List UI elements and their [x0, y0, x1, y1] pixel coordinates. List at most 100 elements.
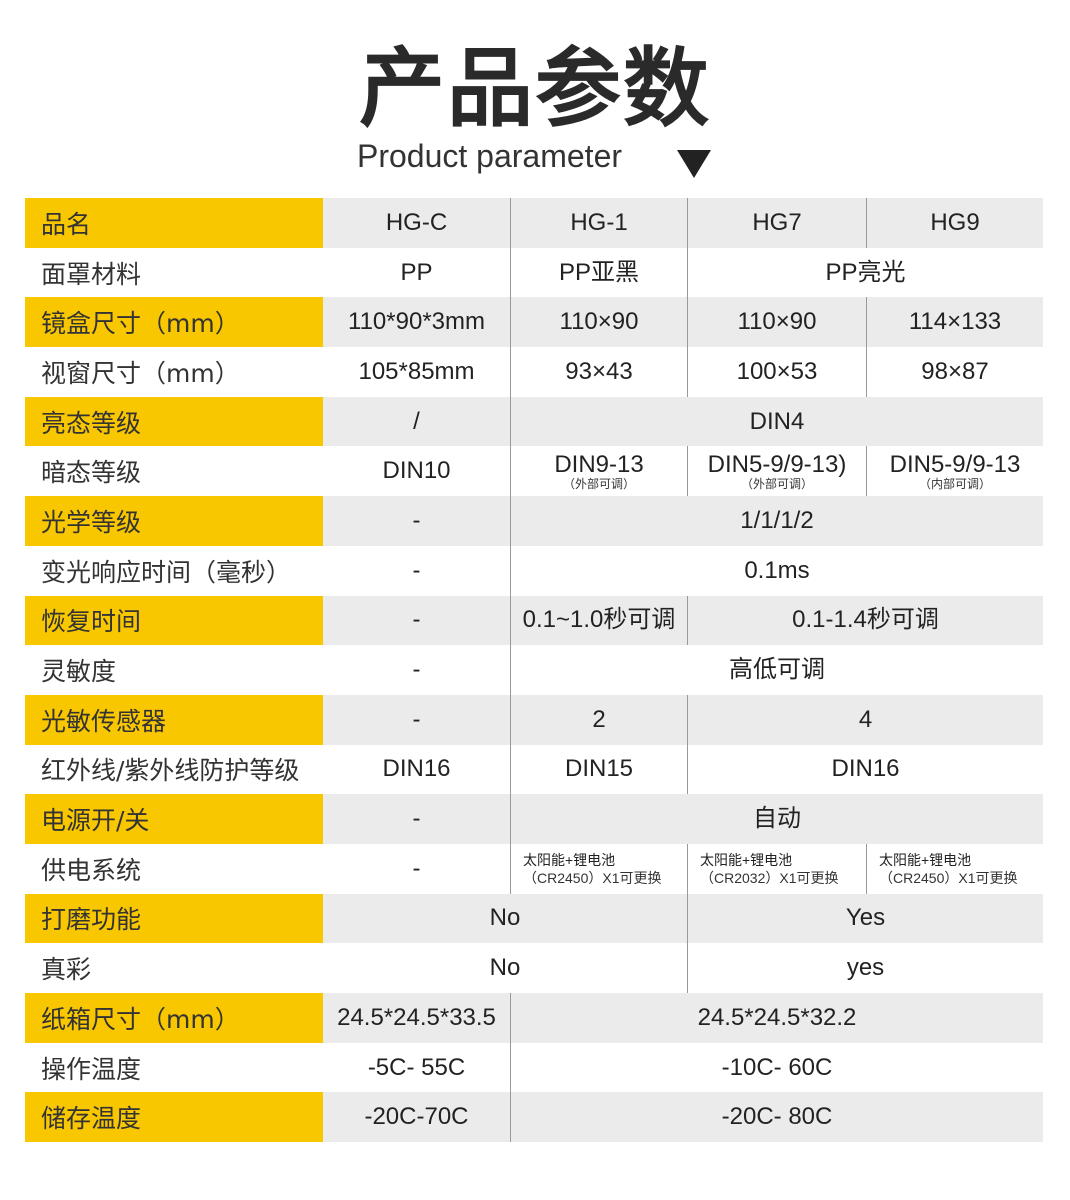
cell-value: HG9 [930, 208, 980, 236]
table-cell: 4 [687, 694, 1043, 745]
table-cell: 2 [510, 694, 687, 745]
cell-value: Yes [845, 904, 886, 932]
table-cell: -5C- 55C [323, 1043, 510, 1093]
row-label: 供电系统 [41, 855, 142, 885]
cell-value: 0.1-1.4秒可调 [792, 606, 939, 634]
row-label: 电源开/关 [25, 794, 323, 844]
table-row: 电源开/关 - 自动 [25, 794, 1043, 844]
cell-note: （CR2450）X1可更换 [523, 869, 662, 886]
table-cell: DIN10 [323, 446, 510, 496]
table-row: 储存温度 -20C-70C -20C- 80C [25, 1092, 1043, 1143]
table-cell: HG7 [687, 198, 866, 248]
table-cell: - [323, 695, 510, 745]
table-cell: No [323, 894, 687, 944]
cell-value: 太阳能+锂电池 [879, 851, 972, 868]
cell-value: - [412, 805, 421, 833]
table-row: 恢复时间 - 0.1~1.0秒可调 0.1-1.4秒可调 [25, 595, 1043, 646]
row-label: 品名 [25, 198, 323, 248]
cell-value: PP亮光 [825, 258, 906, 286]
page-title: 产品参数 [359, 39, 711, 139]
row-label: 视窗尺寸（mm） [41, 358, 240, 388]
table-cell: PP [323, 248, 510, 298]
page-subtitle: Product parameter [357, 138, 623, 174]
cell-note: （CR2450）X1可更换 [879, 869, 1018, 886]
table-cell: 1/1/1/2 [510, 496, 1043, 546]
row-label: 红外线/紫外线防护等级 [41, 756, 300, 786]
cell-note: （外部可调） [562, 477, 635, 492]
table-cell: -20C-70C [323, 1092, 510, 1142]
cell-value: DIN10 [382, 457, 451, 485]
cell-value: 93×43 [565, 357, 633, 385]
row-label: 光学等级 [25, 496, 323, 546]
table-row: 亮态等级 / DIN4 [25, 396, 1043, 447]
cell-value: DIN5-9/9-13) [707, 451, 847, 479]
cell-note: （CR2032）X1可更换 [700, 869, 839, 886]
table-cell: 100×53 [687, 347, 866, 397]
table-cell: - [323, 496, 510, 546]
table-cell: 太阳能+锂电池 （CR2450）X1可更换 [866, 843, 1043, 894]
table-cell: HG-C [323, 198, 510, 248]
table-cell: PP亚黑 [510, 247, 687, 298]
table-cell: HG-1 [510, 198, 687, 248]
cell-value: DIN16 [382, 755, 451, 783]
table-cell: DIN15 [510, 744, 687, 795]
row-label: 纸箱尺寸（mm） [25, 993, 323, 1043]
table-cell: 0.1-1.4秒可调 [687, 595, 1043, 646]
row-label: 真彩 [41, 955, 92, 985]
table-row: 打磨功能 No Yes [25, 893, 1043, 944]
cell-value: HG7 [752, 208, 802, 236]
cell-value: 0.1ms [744, 556, 810, 584]
cell-value: - [412, 606, 421, 634]
cell-value: -5C- 55C [367, 1053, 466, 1081]
table-cell: DIN5-9/9-13) （外部可调） [687, 446, 866, 497]
cell-value: 110×90 [737, 308, 817, 336]
cell-value: - [412, 854, 421, 882]
cell-value: - [412, 705, 421, 733]
table-row: 纸箱尺寸（mm） 24.5*24.5*33.5 24.5*24.5*32.2 [25, 993, 1043, 1043]
table-cell: DIN5-9/9-13 （内部可调） [866, 446, 1043, 497]
table-cell: - [323, 546, 510, 596]
cell-value: 高低可调 [729, 656, 825, 684]
table-row: 操作温度 -5C- 55C -10C- 60C [25, 1042, 1043, 1093]
cell-value: -10C- 60C [721, 1053, 833, 1081]
table-row: 光学等级 - 1/1/1/2 [25, 496, 1043, 546]
table-cell: 98×87 [866, 347, 1043, 397]
cell-value: 太阳能+锂电池 [523, 851, 616, 868]
table-cell: 105*85mm [323, 347, 510, 397]
cell-value: DIN16 [831, 755, 900, 783]
row-label: 打磨功能 [25, 893, 323, 944]
table-cell: 太阳能+锂电池 （CR2450）X1可更换 [510, 843, 687, 894]
table-cell: - [323, 596, 510, 646]
table-row: 红外线/紫外线防护等级 DIN16 DIN15 DIN16 [25, 744, 1043, 795]
table-cell: HG9 [866, 198, 1043, 248]
cell-value: 4 [858, 705, 873, 733]
table-cell: DIN16 [687, 744, 1043, 795]
cell-value: - [412, 556, 421, 584]
cell-value: 110×90 [559, 308, 639, 336]
table-row: 光敏传感器 - 2 4 [25, 694, 1043, 745]
cell-value: 0.1~1.0秒可调 [522, 606, 676, 634]
cell-value: 114×133 [908, 308, 1002, 336]
cell-value: 100×53 [736, 357, 818, 385]
row-label: 恢复时间 [25, 595, 323, 646]
cell-note: （外部可调） [740, 477, 813, 492]
table-cell: DIN9-13 （外部可调） [510, 446, 687, 497]
table-cell: PP亮光 [687, 247, 1043, 298]
cell-value: 自动 [753, 805, 801, 833]
cell-value: 98×87 [921, 357, 989, 385]
cell-value: 2 [592, 705, 606, 733]
table-cell: 110×90 [510, 297, 687, 348]
table-cell: 高低可调 [510, 645, 1043, 695]
table-cell: / [323, 397, 510, 447]
row-label: 亮态等级 [25, 396, 323, 447]
table-row: 暗态等级 DIN10 DIN9-13 （外部可调） DIN5-9/9-13) （外部可调）… [25, 446, 1043, 497]
table-cell: -10C- 60C [510, 1042, 1043, 1093]
table-cell: 24.5*24.5*32.2 [510, 993, 1043, 1043]
table-cell: DIN4 [510, 396, 1043, 447]
cell-value: DIN5-9/9-13 [889, 451, 1021, 479]
table-row: 供电系统 - 太阳能+锂电池 （CR2450）X1可更换 太阳能+锂电池 （CR2032）… [25, 843, 1043, 894]
table-cell: 110*90*3mm [323, 297, 510, 347]
cell-value: 1/1/1/2 [740, 506, 814, 534]
table-cell: - [323, 794, 510, 844]
table-cell: DIN16 [323, 745, 510, 795]
